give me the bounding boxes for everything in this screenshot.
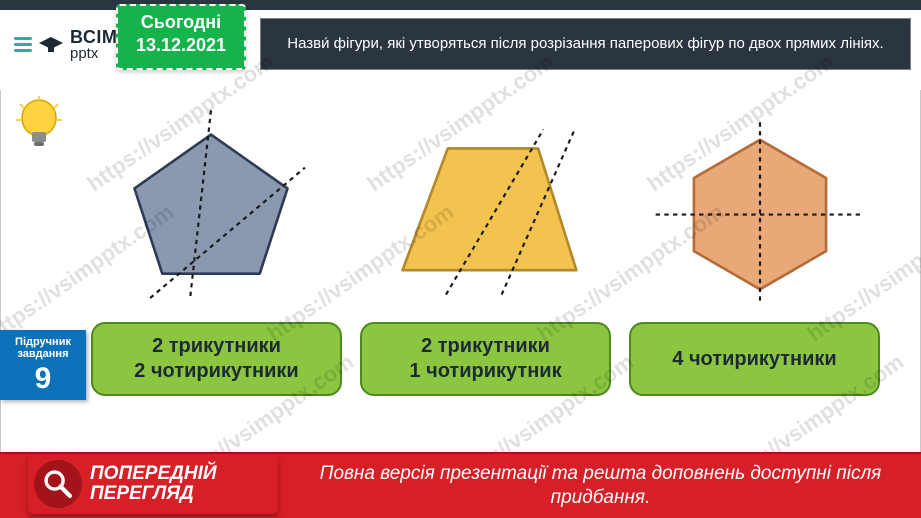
today-box: Сьогодні 13.12.2021 — [116, 4, 246, 70]
logo-line2: pptx — [70, 46, 117, 61]
lightbulb-icon — [14, 96, 64, 156]
logo-lines-icon — [14, 37, 32, 52]
shape-pentagon — [81, 105, 341, 305]
label-box-1: 2 трикутники 1 чотирикутник — [360, 322, 611, 396]
sidebar-task: Підручник завдання 9 — [0, 330, 86, 400]
sidebar-line2: завдання — [4, 348, 82, 360]
labels-row: 2 трикутники 2 чотирикутники 2 трикутник… — [91, 322, 880, 396]
shapes-row — [81, 100, 890, 310]
magnifier-icon — [34, 460, 82, 508]
logo: ВСІМ pptx — [14, 28, 117, 61]
label-2-line1: 4 чотирикутники — [639, 347, 870, 372]
title-bar: Назви́ фігури, які утворяться після розр… — [260, 18, 911, 70]
footer-text: Повна версія презентації та решта доповн… — [290, 462, 911, 510]
logo-line1: ВСІМ — [70, 28, 117, 46]
today-label: Сьогодні — [118, 12, 244, 33]
preview-line1: ПОПЕРЕДНІЙ — [90, 464, 270, 484]
sidebar-line1: Підручник — [4, 336, 82, 348]
shape-hexagon — [630, 105, 890, 305]
label-box-0: 2 трикутники 2 чотирикутники — [91, 322, 342, 396]
preview-badge: ПОПЕРЕДНІЙ ПЕРЕГЛЯД — [28, 454, 278, 514]
today-date: 13.12.2021 — [118, 35, 244, 56]
label-1-line2: 1 чотирикутник — [370, 359, 601, 384]
shape-trapezoid — [356, 105, 616, 305]
trapezoid-svg — [356, 105, 616, 305]
slide: 2 трикутники 2 чотирикутники 2 трикутник… — [0, 10, 921, 518]
sidebar-number: 9 — [4, 362, 82, 396]
graduation-cap-icon — [38, 35, 64, 55]
label-0-line2: 2 чотирикутники — [101, 359, 332, 384]
hexagon-svg — [630, 105, 890, 305]
label-0-line1: 2 трикутники — [101, 334, 332, 359]
label-box-2: 4 чотирикутники — [629, 322, 880, 396]
title-text: Назви́ фігури, які утворяться після розр… — [287, 34, 883, 54]
preview-line2: ПЕРЕГЛЯД — [90, 484, 270, 504]
label-1-line1: 2 трикутники — [370, 334, 601, 359]
pentagon-svg — [81, 105, 341, 305]
logo-text: ВСІМ pptx — [70, 28, 117, 61]
